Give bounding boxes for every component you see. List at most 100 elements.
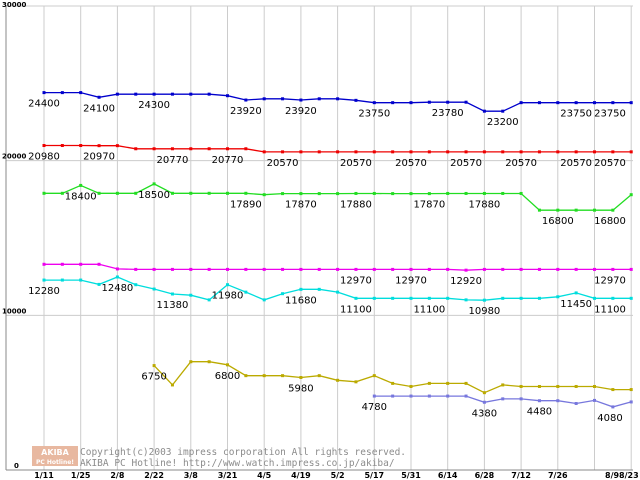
data-point-red bbox=[244, 147, 248, 151]
data-point-slate bbox=[446, 394, 450, 398]
data-point-blue bbox=[629, 101, 633, 105]
data-point-slate bbox=[574, 401, 578, 405]
data-label: 20970 bbox=[83, 152, 115, 163]
data-point-cyan bbox=[244, 290, 248, 294]
x-tick-label: 4/19 bbox=[291, 471, 311, 480]
data-point-blue bbox=[79, 91, 83, 95]
data-point-slate bbox=[482, 400, 486, 404]
data-point-magenta bbox=[556, 267, 560, 271]
data-point-red bbox=[336, 150, 340, 154]
data-point-olive bbox=[629, 388, 633, 392]
data-point-green bbox=[611, 208, 615, 212]
data-label: 16800 bbox=[542, 216, 574, 227]
data-point-blue bbox=[207, 92, 211, 96]
data-point-olive bbox=[354, 380, 358, 384]
data-point-red bbox=[501, 150, 505, 154]
data-label: 23750 bbox=[594, 109, 626, 120]
data-point-olive bbox=[299, 376, 303, 380]
data-label: 24300 bbox=[138, 100, 170, 111]
data-point-olive bbox=[262, 374, 266, 378]
data-point-slate bbox=[537, 399, 541, 403]
data-point-blue bbox=[409, 101, 413, 105]
data-point-cyan bbox=[574, 291, 578, 295]
data-point-olive bbox=[446, 381, 450, 385]
logo-top-text: AKIBA bbox=[41, 448, 69, 457]
data-point-magenta bbox=[170, 267, 174, 271]
data-point-blue bbox=[97, 95, 101, 99]
data-labels: 24400 24100 24300 23920 23920 23750 23780 23200… bbox=[28, 99, 626, 424]
data-point-blue bbox=[372, 101, 376, 105]
x-tick-label: 7/12 bbox=[511, 471, 531, 480]
data-label: 4480 bbox=[527, 407, 552, 418]
data-point-cyan bbox=[409, 296, 413, 300]
data-label: 23920 bbox=[285, 106, 317, 117]
data-point-red bbox=[97, 144, 101, 148]
data-point-red bbox=[281, 150, 285, 154]
data-point-green bbox=[262, 193, 266, 197]
data-point-cyan bbox=[336, 290, 340, 294]
data-point-green bbox=[189, 191, 193, 195]
data-point-red bbox=[60, 144, 64, 148]
x-tick-label: 7/26 bbox=[548, 471, 568, 480]
data-point-olive bbox=[372, 374, 376, 378]
data-point-olive bbox=[464, 381, 468, 385]
data-point-red bbox=[537, 150, 541, 154]
data-point-cyan bbox=[519, 296, 523, 300]
data-point-magenta bbox=[354, 267, 358, 271]
data-point-magenta bbox=[134, 267, 138, 271]
data-label: 5980 bbox=[288, 384, 313, 395]
data-point-cyan bbox=[593, 296, 596, 300]
data-point-magenta bbox=[574, 267, 578, 271]
data-label: 20570 bbox=[505, 158, 537, 169]
data-point-green bbox=[336, 192, 340, 196]
data-point-red bbox=[152, 147, 156, 151]
data-point-blue bbox=[134, 92, 138, 96]
data-point-red bbox=[593, 150, 596, 154]
data-point-green bbox=[79, 183, 83, 187]
data-point-green bbox=[152, 182, 156, 186]
data-point-red bbox=[115, 144, 119, 148]
data-point-magenta bbox=[42, 262, 46, 266]
data-point-green bbox=[60, 191, 64, 195]
data-point-red bbox=[189, 147, 193, 151]
data-point-green bbox=[391, 192, 395, 196]
x-tick-label: 6/28 bbox=[475, 471, 495, 480]
data-label: 12480 bbox=[101, 283, 133, 294]
data-point-red bbox=[134, 147, 138, 151]
data-point-blue bbox=[537, 101, 541, 105]
x-tick-label: 3/8 bbox=[184, 471, 198, 480]
data-point-cyan bbox=[79, 278, 83, 282]
data-point-red bbox=[262, 150, 266, 154]
data-point-cyan bbox=[281, 292, 285, 296]
data-point-olive bbox=[170, 383, 174, 387]
data-point-blue bbox=[446, 100, 450, 104]
data-label: 12970 bbox=[395, 275, 427, 286]
logo-bottom-text: PC Hotline! bbox=[36, 459, 74, 466]
data-point-blue bbox=[60, 91, 64, 95]
data-point-blue bbox=[152, 92, 156, 96]
data-point-green bbox=[464, 191, 468, 195]
y-tick-label: 0 bbox=[14, 462, 19, 470]
data-point-olive bbox=[611, 388, 615, 392]
data-label: 11980 bbox=[212, 291, 244, 302]
data-point-green bbox=[446, 191, 450, 195]
data-point-magenta bbox=[97, 262, 101, 266]
data-point-blue bbox=[391, 101, 395, 105]
data-point-cyan bbox=[556, 295, 560, 299]
data-point-magenta bbox=[60, 262, 64, 266]
data-point-magenta bbox=[207, 267, 211, 271]
data-point-red bbox=[446, 150, 450, 154]
data-point-magenta bbox=[299, 267, 303, 271]
data-point-cyan bbox=[189, 293, 193, 297]
data-point-magenta bbox=[336, 267, 340, 271]
data-label: 11380 bbox=[157, 300, 189, 311]
data-point-red bbox=[629, 150, 633, 154]
data-point-olive bbox=[152, 364, 156, 368]
data-label: 11100 bbox=[594, 304, 626, 315]
data-label: 12920 bbox=[450, 276, 482, 287]
data-point-olive bbox=[593, 384, 596, 388]
copyright-line-1: Copyright(c)2003 impress corporation All… bbox=[80, 447, 406, 458]
data-point-olive bbox=[226, 363, 229, 367]
data-point-red bbox=[409, 150, 413, 154]
